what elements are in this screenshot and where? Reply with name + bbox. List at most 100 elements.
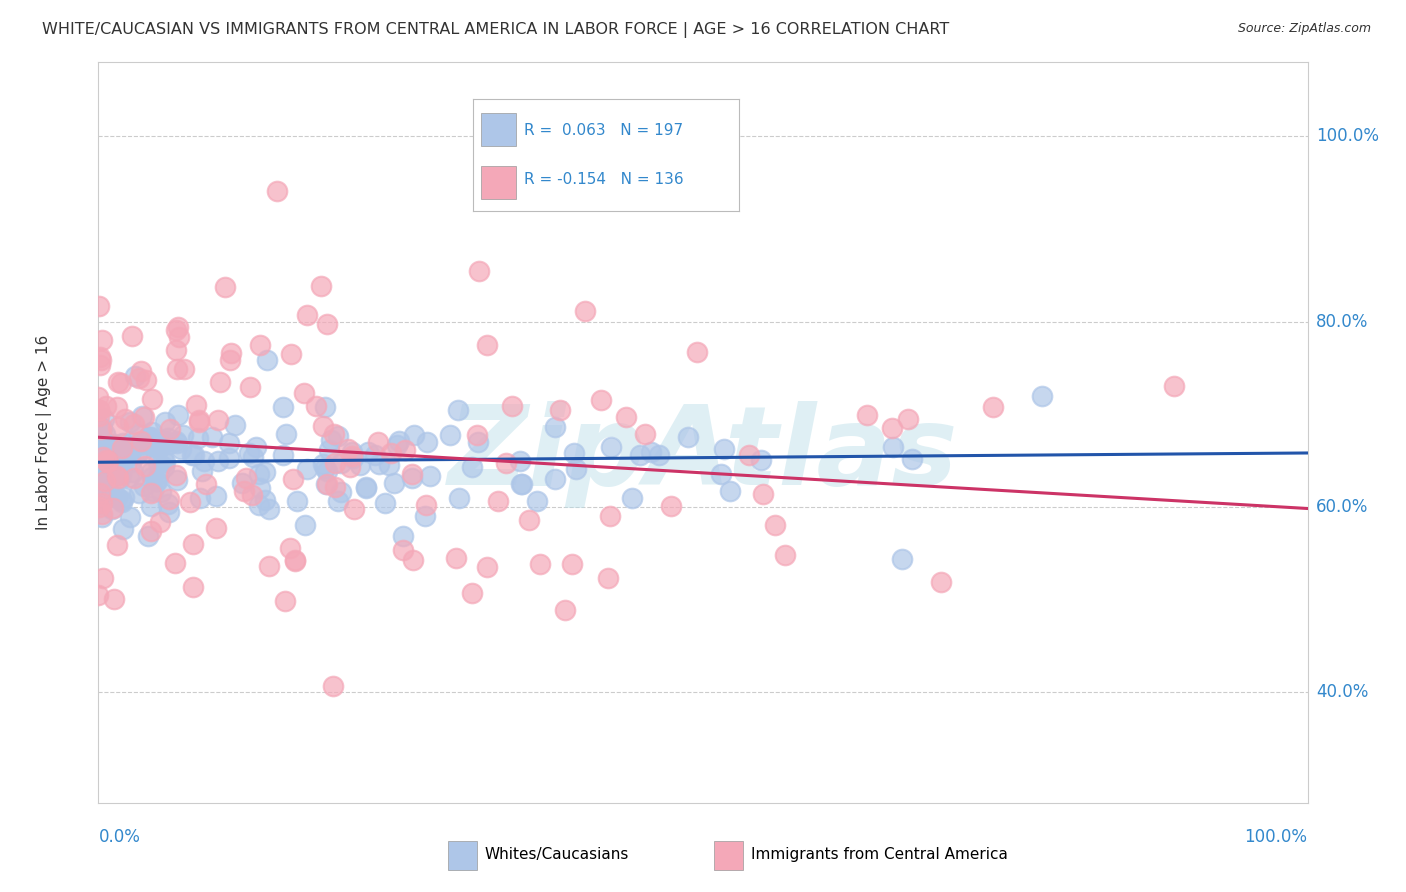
Point: [900, 452, 922, 467]
Point: [91, 571, 114, 585]
Point: [111, 523, 134, 537]
Point: [187, 413, 209, 427]
Text: Source: ZipAtlas.com: Source: ZipAtlas.com: [1237, 22, 1371, 36]
Point: [314, 461, 336, 475]
Point: [544, 472, 567, 486]
Point: [89, 434, 111, 449]
Point: [188, 415, 211, 429]
Point: [342, 450, 364, 464]
Point: [100, 469, 122, 483]
Point: [134, 479, 156, 493]
Point: [517, 513, 540, 527]
Point: [326, 429, 349, 443]
Point: [247, 467, 270, 481]
Point: [775, 548, 797, 562]
Point: [392, 542, 415, 557]
Point: [219, 353, 242, 368]
Point: [139, 500, 162, 514]
Point: [737, 448, 759, 462]
Point: [90, 464, 112, 478]
Point: [419, 469, 441, 483]
Point: [153, 415, 176, 429]
Point: [128, 371, 150, 385]
Text: WHITE/CAUCASIAN VS IMMIGRANTS FROM CENTRAL AMERICA IN LABOR FORCE | AGE > 16 COR: WHITE/CAUCASIAN VS IMMIGRANTS FROM CENTR…: [42, 22, 949, 38]
Point: [100, 444, 122, 458]
Point: [97, 483, 120, 497]
Point: [368, 458, 391, 472]
Point: [676, 430, 699, 444]
Point: [111, 441, 134, 455]
Point: [148, 441, 170, 455]
Point: [94, 474, 117, 488]
Point: [89, 473, 111, 487]
Point: [90, 333, 112, 347]
Point: [141, 524, 163, 538]
Point: [97, 442, 120, 457]
Point: [271, 448, 294, 462]
Point: [311, 458, 333, 472]
Point: [882, 440, 904, 454]
Point: [136, 430, 159, 444]
Point: [96, 453, 118, 467]
Point: [316, 317, 339, 331]
Point: [856, 409, 879, 423]
Point: [132, 442, 155, 457]
Point: [146, 436, 169, 450]
Point: [96, 470, 118, 484]
Point: [292, 386, 315, 401]
Point: [686, 345, 709, 359]
Point: [633, 427, 655, 442]
Point: [205, 489, 228, 503]
Point: [111, 442, 134, 457]
Point: [599, 508, 621, 523]
Point: [172, 428, 194, 442]
Point: [91, 470, 114, 484]
Point: [93, 434, 115, 449]
Point: [449, 491, 471, 505]
Point: [94, 466, 117, 480]
Point: [295, 308, 318, 322]
Point: [94, 445, 117, 459]
Point: [142, 483, 165, 498]
Point: [256, 353, 278, 368]
Point: [382, 475, 405, 490]
Point: [107, 375, 129, 389]
Point: [621, 491, 644, 505]
Point: [280, 541, 302, 555]
Point: [763, 518, 786, 533]
Point: [562, 446, 585, 460]
Point: [139, 486, 162, 500]
Point: [274, 594, 297, 608]
Point: [254, 465, 277, 479]
Point: [554, 603, 576, 617]
Point: [245, 440, 267, 454]
Point: [157, 497, 180, 511]
Point: [628, 448, 651, 462]
Point: [105, 400, 128, 414]
Point: [305, 399, 328, 413]
Point: [219, 346, 242, 360]
Point: [316, 464, 339, 478]
Point: [93, 412, 115, 426]
Point: [91, 450, 114, 465]
Point: [181, 537, 204, 551]
Point: [152, 451, 174, 466]
Point: [134, 458, 156, 473]
Point: [356, 444, 378, 458]
Point: [495, 456, 517, 470]
Point: [367, 434, 389, 449]
Text: ZipAtlas: ZipAtlas: [447, 401, 959, 508]
Point: [509, 454, 531, 468]
Point: [89, 500, 111, 515]
Point: [117, 443, 139, 458]
Point: [193, 453, 215, 467]
Point: [214, 280, 236, 294]
Point: [561, 557, 583, 571]
Point: [121, 434, 143, 449]
Point: [90, 352, 112, 367]
Point: [90, 473, 112, 487]
Point: [103, 592, 125, 607]
Point: [157, 492, 180, 507]
Point: [467, 435, 489, 450]
Point: [283, 472, 305, 486]
